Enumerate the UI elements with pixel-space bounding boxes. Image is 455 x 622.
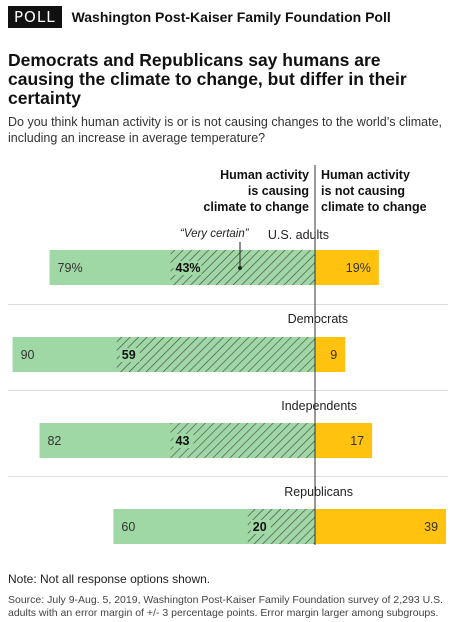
poll-header: POLL Washington Post-Kaiser Family Found…	[8, 6, 391, 28]
group-label-republicans: Republicans	[284, 485, 353, 499]
column-header-causing-line-2: is causing	[247, 184, 309, 198]
separator-2	[8, 390, 448, 391]
label-bg-very-certain-republicans	[250, 520, 271, 534]
group-label-us-adults: U.S. adults	[267, 228, 329, 242]
label-causing-democrats: 90	[21, 348, 35, 362]
separator-1	[8, 304, 448, 305]
label-bg-very-certain-independents	[173, 434, 194, 448]
bar-very-certain-independents	[170, 423, 315, 458]
annotation-leader-dot	[238, 266, 242, 270]
column-header-not-causing: Human activity is not causing climate to…	[321, 167, 427, 215]
bar-not-causing-republicans	[315, 509, 447, 544]
label-very-certain-u-s-adults: 43%	[176, 261, 201, 275]
bar-not-causing-u-s-adults	[315, 250, 379, 285]
source-note: Source: July 9-Aug. 5, 2019, Washington …	[8, 594, 443, 619]
poll-source: Washington Post-Kaiser Family Foundation…	[71, 9, 391, 25]
bar-very-certain-democrats	[116, 337, 315, 372]
column-header-causing: Human activity is causing climate to cha…	[203, 167, 309, 215]
label-not-causing-independents: 17	[350, 434, 364, 448]
label-very-certain-republicans: 20	[253, 520, 267, 534]
very-certain-annotation: “Very certain”	[180, 228, 249, 240]
label-causing-independents: 82	[47, 434, 61, 448]
label-very-certain-independents: 43	[176, 434, 190, 448]
poll-badge: POLL	[8, 6, 62, 28]
label-bg-very-certain-u-s-adults	[173, 261, 202, 275]
label-not-causing-republicans: 39	[424, 520, 438, 534]
separator-3	[8, 476, 448, 477]
label-not-causing-democrats: 9	[330, 348, 337, 362]
bar-not-causing-independents	[315, 423, 373, 458]
chart-subtitle: Do you think human activity is or is not…	[8, 115, 443, 145]
label-not-causing-u-s-adults: 19%	[346, 261, 371, 275]
column-header-not-causing-line-3: climate to change	[321, 200, 427, 214]
column-header-causing-line-3: climate to change	[203, 200, 309, 214]
footnote: Note: Not all response options shown.	[8, 572, 211, 586]
label-very-certain-democrats: 59	[122, 348, 136, 362]
chart-title: Democrats and Republicans say humans are…	[8, 50, 407, 108]
group-label-democrats: Democrats	[287, 312, 348, 326]
column-header-not-causing-line-2: is not causing	[321, 184, 406, 198]
bar-not-causing-democrats	[315, 337, 346, 372]
column-header-not-causing-line-1: Human activity	[321, 168, 410, 182]
label-causing-republicans: 60	[121, 520, 135, 534]
label-bg-very-certain-democrats	[119, 348, 140, 362]
label-causing-u-s-adults: 79%	[58, 261, 83, 275]
column-header-causing-line-1: Human activity	[220, 168, 309, 182]
group-label-independents: Independents	[281, 399, 357, 413]
